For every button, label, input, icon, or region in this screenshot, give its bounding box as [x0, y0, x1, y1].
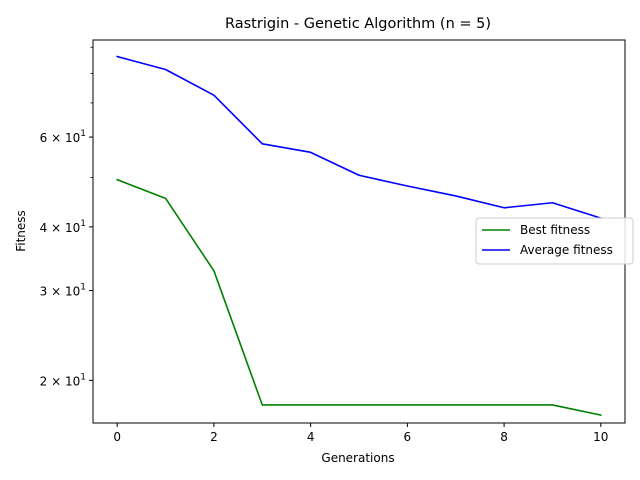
x-tick-label: 6 [404, 430, 412, 444]
x-axis-label: Generations [321, 451, 394, 465]
y-tick-label: 4 × 101 [40, 219, 86, 235]
series-line-average-fitness [116, 55, 602, 220]
chart-title: Rastrigin - Genetic Algorithm (n = 5) [225, 16, 491, 32]
y-axis: 2 × 101 3 × 101 4 × 101 6 × 101 [40, 46, 93, 388]
y-tick-label: 3 × 101 [40, 283, 86, 299]
plot-area [116, 55, 602, 417]
x-tick-label: 0 [113, 430, 121, 444]
x-tick-label: 2 [210, 430, 218, 444]
y-tick-label: 6 × 101 [40, 129, 86, 145]
legend-box [475, 217, 634, 265]
y-tick-label: 2 × 101 [40, 372, 86, 388]
x-tick-label: 4 [307, 430, 315, 444]
x-tick-label: 8 [500, 430, 508, 444]
series-line-best-fitness [116, 178, 602, 417]
y-axis-label: Fitness [14, 210, 28, 252]
x-tick-label: 10 [593, 430, 608, 444]
legend-label: Average fitness [520, 243, 613, 257]
legend-label: Best fitness [520, 223, 590, 237]
legend: Best fitness Average fitness [475, 217, 634, 265]
x-axis: 0 2 4 6 8 10 [113, 423, 608, 444]
